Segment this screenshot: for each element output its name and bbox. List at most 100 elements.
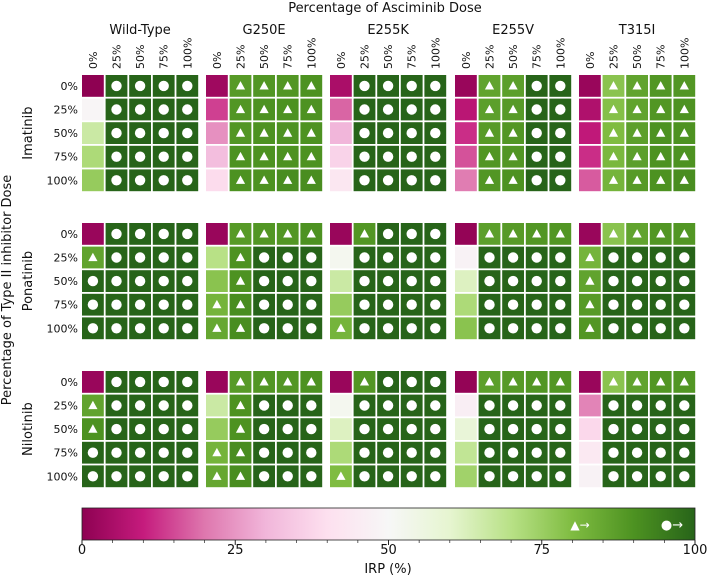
circle-marker bbox=[655, 299, 666, 310]
heatmap-cell bbox=[455, 441, 477, 464]
circle-marker bbox=[430, 252, 441, 263]
triangle-marker bbox=[235, 175, 246, 184]
triangle-marker bbox=[656, 377, 666, 386]
circle-marker bbox=[531, 80, 542, 92]
circle-marker bbox=[134, 80, 146, 92]
heatmap-cell bbox=[82, 122, 104, 144]
circle-marker bbox=[555, 299, 566, 310]
asciminib-dose-tick: 50% bbox=[134, 45, 147, 69]
asciminib-dose-tick: 100% bbox=[181, 38, 194, 69]
circle-marker bbox=[111, 376, 122, 388]
asciminib-dose-tick: 0% bbox=[335, 52, 348, 69]
circle-marker bbox=[430, 299, 441, 310]
type2-dose-tick: 100% bbox=[47, 174, 78, 187]
circle-marker bbox=[382, 471, 394, 482]
circle-marker bbox=[507, 323, 519, 334]
triangle-marker bbox=[283, 128, 293, 137]
circle-marker bbox=[87, 275, 99, 287]
circle-marker bbox=[182, 447, 193, 458]
circle-marker bbox=[531, 323, 542, 334]
circle-marker bbox=[531, 127, 542, 139]
circle-marker bbox=[258, 400, 270, 411]
circle-marker bbox=[430, 151, 441, 162]
column-header: T315I bbox=[618, 23, 656, 38]
circle-marker bbox=[158, 400, 169, 411]
circle-marker bbox=[631, 447, 643, 458]
circle-marker bbox=[555, 423, 566, 435]
heatmap-panel bbox=[82, 223, 199, 340]
triangle-marker bbox=[484, 377, 495, 386]
heatmap-cell bbox=[579, 122, 601, 144]
circle-marker bbox=[531, 175, 542, 186]
circle-marker bbox=[182, 175, 193, 186]
circle-marker bbox=[282, 447, 293, 458]
circle-marker bbox=[111, 104, 122, 115]
figure-title: Percentage of Asciminib Dose bbox=[288, 1, 482, 16]
circle-marker bbox=[134, 275, 146, 287]
heatmap-cell bbox=[206, 169, 228, 192]
triangle-marker bbox=[306, 151, 316, 161]
circle-marker bbox=[430, 400, 441, 411]
column-header: Wild-Type bbox=[109, 23, 170, 38]
triangle-marker bbox=[306, 377, 316, 386]
circle-marker bbox=[359, 400, 370, 411]
circle-marker bbox=[406, 252, 417, 263]
circle-marker bbox=[507, 275, 519, 287]
colorbar-axis-label: IRP (%) bbox=[364, 562, 411, 576]
heatmap-panel bbox=[579, 75, 696, 192]
y-axis-label: Percentage of Type II inhibitor Dose bbox=[0, 175, 15, 406]
heatmap-panel bbox=[330, 75, 447, 192]
circle-marker bbox=[306, 471, 317, 482]
triangle-marker bbox=[235, 81, 246, 90]
triangle-marker bbox=[306, 81, 316, 90]
circle-marker bbox=[531, 151, 542, 162]
type2-dose-tick: 25% bbox=[54, 104, 78, 117]
circle-marker bbox=[555, 400, 566, 411]
circle-marker bbox=[359, 423, 370, 435]
circle-marker bbox=[382, 127, 394, 139]
heatmap-cell bbox=[206, 223, 228, 245]
triangle-marker bbox=[532, 377, 542, 386]
heatmap-cell bbox=[330, 441, 352, 464]
colorbar: 0 25 50 75 100 ▲→ ●→ IRP (%) bbox=[78, 507, 707, 576]
heatmap-cell bbox=[455, 317, 477, 340]
triangle-marker bbox=[88, 400, 98, 410]
triangle-marker bbox=[632, 128, 642, 137]
triangle-marker bbox=[679, 377, 689, 386]
circle-marker bbox=[406, 175, 417, 186]
circle-marker bbox=[631, 323, 643, 334]
heatmap-cell bbox=[206, 246, 228, 269]
heatmap-cell bbox=[82, 145, 104, 168]
circle-marker bbox=[134, 228, 146, 240]
asciminib-dose-tick: 100% bbox=[678, 38, 691, 69]
heatmap-panel bbox=[455, 75, 572, 192]
circle-marker bbox=[631, 400, 643, 411]
triangle-marker bbox=[235, 104, 246, 114]
circle-marker bbox=[258, 447, 270, 458]
triangle-marker bbox=[508, 128, 518, 137]
circle-marker bbox=[406, 275, 417, 287]
triangle-marker bbox=[484, 128, 495, 137]
circle-marker bbox=[111, 228, 122, 240]
circle-marker bbox=[359, 323, 370, 334]
heatmap-cell bbox=[579, 371, 601, 393]
circle-marker bbox=[258, 275, 270, 287]
triangle-marker bbox=[608, 104, 619, 114]
asciminib-dose-tick: 100% bbox=[429, 38, 442, 69]
heatmap-cell bbox=[82, 371, 104, 393]
triangle-marker bbox=[632, 175, 642, 184]
circle-marker bbox=[87, 447, 99, 458]
circle-marker bbox=[134, 127, 146, 139]
triangle-marker bbox=[532, 229, 542, 238]
heatmap-cell bbox=[206, 98, 228, 121]
circle-marker bbox=[555, 275, 566, 287]
triangle-marker bbox=[679, 151, 689, 161]
circle-marker bbox=[282, 323, 293, 334]
circle-marker bbox=[382, 104, 394, 115]
triangle-marker bbox=[306, 229, 316, 238]
circle-marker bbox=[111, 80, 122, 92]
circle-marker bbox=[182, 376, 193, 388]
circle-marker bbox=[258, 299, 270, 310]
heatmap-cell bbox=[455, 169, 477, 192]
heatmap-cell bbox=[455, 246, 477, 269]
